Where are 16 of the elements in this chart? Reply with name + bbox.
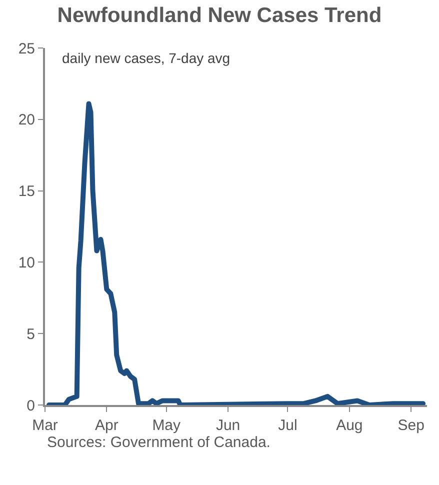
y-tick-label: 15 [18, 183, 35, 200]
y-tick-label: 10 [18, 254, 35, 272]
y-tick-label: 20 [18, 112, 35, 129]
y-tick-label: 5 [26, 326, 35, 343]
x-tick-label: Aug [336, 417, 363, 434]
chart-subtitle: daily new cases, 7-day avg [62, 50, 230, 66]
x-tick-label: Mar [32, 417, 58, 434]
x-tick-label: Jun [216, 417, 240, 434]
x-tick-label: May [152, 417, 182, 434]
source-note: Sources: Government of Canada. [47, 434, 270, 451]
chart-title: Newfoundland New Cases Trend [57, 4, 382, 27]
x-tick-label: Jul [278, 417, 298, 434]
y-tick-label: 25 [18, 40, 35, 58]
x-tick-label: Sep [398, 417, 424, 434]
y-tick-label: 0 [26, 397, 35, 414]
x-tick-label: Apr [95, 417, 118, 434]
